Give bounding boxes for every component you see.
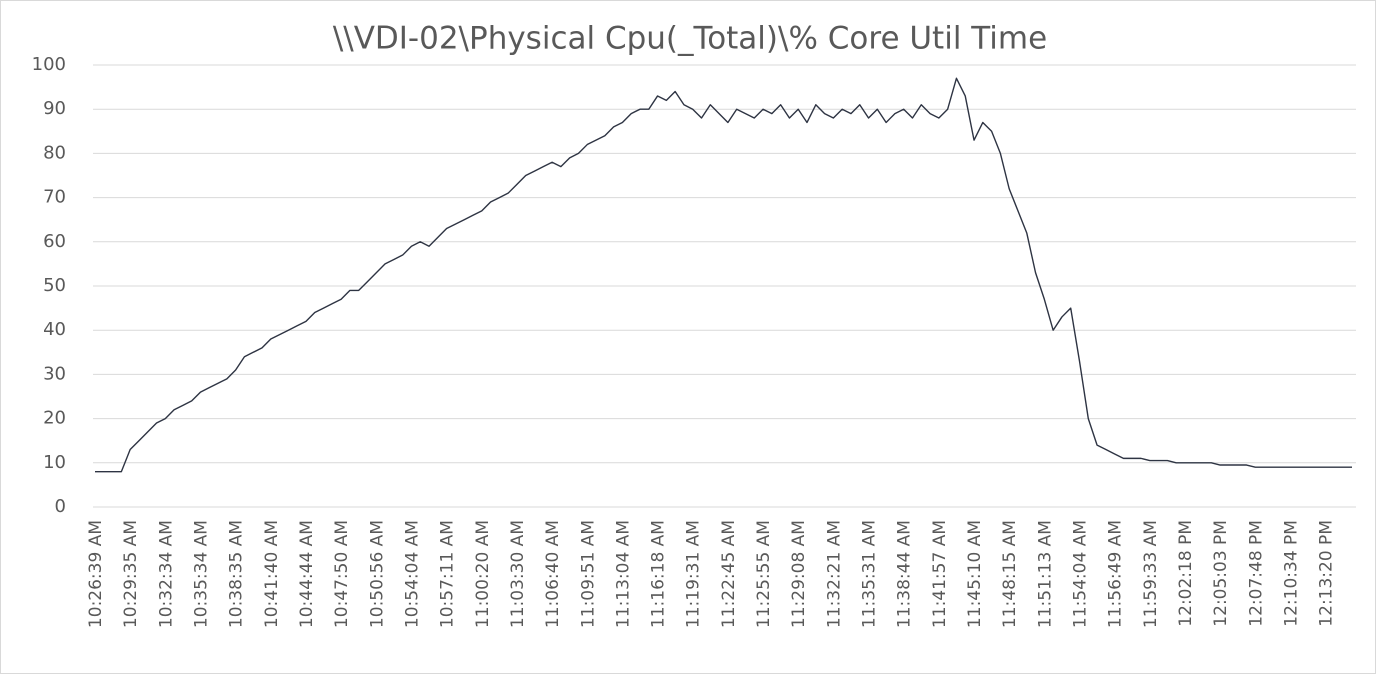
x-tick-label: 12:02:18 PM — [1176, 520, 1196, 627]
x-tick-label: 10:50:56 AM — [367, 520, 387, 628]
x-tick-label: 11:45:10 AM — [965, 520, 985, 628]
x-tick-label: 11:38:44 AM — [895, 520, 915, 628]
y-tick-label: 60 — [43, 231, 66, 252]
x-tick-label: 10:44:44 AM — [297, 520, 317, 628]
y-tick-label: 0 — [55, 496, 66, 517]
x-tick-label: 11:56:49 AM — [1106, 520, 1126, 628]
x-tick-label: 11:59:33 AM — [1141, 520, 1161, 628]
x-tick-label: 11:06:40 AM — [543, 520, 563, 628]
x-tick-label: 10:57:11 AM — [438, 520, 458, 628]
x-tick-label: 10:54:04 AM — [402, 520, 422, 628]
x-tick-label: 11:35:31 AM — [860, 520, 880, 628]
y-tick-label: 50 — [43, 275, 66, 296]
x-tick-label: 11:09:51 AM — [578, 520, 598, 628]
x-tick-label: 11:16:18 AM — [649, 520, 669, 628]
x-tick-label: 10:41:40 AM — [262, 520, 282, 628]
x-tick-label: 10:32:34 AM — [156, 520, 176, 628]
x-tick-label: 11:00:20 AM — [473, 520, 493, 628]
x-tick-label: 11:41:57 AM — [930, 520, 950, 628]
x-tick-label: 12:07:48 PM — [1246, 520, 1266, 627]
x-tick-label: 12:10:34 PM — [1281, 520, 1301, 627]
y-tick-label: 10 — [43, 452, 66, 473]
y-tick-label: 100 — [32, 54, 66, 75]
y-tick-label: 70 — [43, 187, 66, 208]
chart-title: \\VDI-02\Physical Cpu(_Total)\% Core Uti… — [333, 21, 1047, 57]
y-tick-label: 20 — [43, 408, 66, 429]
y-tick-label: 40 — [43, 319, 66, 340]
x-tick-label: 11:29:08 AM — [789, 520, 809, 628]
y-tick-label: 90 — [43, 98, 66, 119]
x-tick-label: 11:25:55 AM — [754, 520, 774, 628]
x-tick-label: 11:03:30 AM — [508, 520, 528, 628]
y-tick-label: 30 — [43, 363, 66, 384]
x-tick-label: 10:47:50 AM — [332, 520, 352, 628]
x-tick-label: 10:35:34 AM — [191, 520, 211, 628]
x-tick-label: 11:22:45 AM — [719, 520, 739, 628]
x-tick-label: 11:13:04 AM — [613, 520, 633, 628]
x-tick-label: 12:05:03 PM — [1211, 520, 1231, 627]
y-tick-label: 80 — [43, 142, 66, 163]
x-tick-label: 11:54:04 AM — [1071, 520, 1091, 628]
x-tick-label: 10:26:39 AM — [86, 520, 106, 628]
x-tick-label: 11:48:15 AM — [1000, 520, 1020, 628]
x-tick-label: 10:29:35 AM — [121, 520, 141, 628]
series-line — [95, 77, 1352, 473]
x-tick-label: 11:19:31 AM — [684, 520, 704, 628]
x-tick-label: 11:32:21 AM — [824, 520, 844, 628]
x-tick-label: 10:38:35 AM — [227, 520, 247, 628]
x-tick-label: 12:13:20 PM — [1317, 520, 1337, 627]
x-tick-label: 11:51:13 AM — [1035, 520, 1055, 628]
